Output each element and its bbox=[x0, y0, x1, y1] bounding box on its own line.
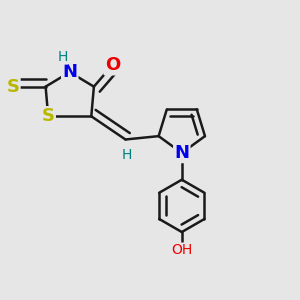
Text: O: O bbox=[105, 56, 120, 74]
Text: S: S bbox=[42, 107, 55, 125]
Text: N: N bbox=[62, 63, 77, 81]
Text: OH: OH bbox=[171, 244, 192, 257]
Text: N: N bbox=[174, 144, 189, 162]
Text: H: H bbox=[122, 148, 132, 162]
Text: S: S bbox=[6, 78, 20, 96]
Text: H: H bbox=[57, 50, 68, 64]
